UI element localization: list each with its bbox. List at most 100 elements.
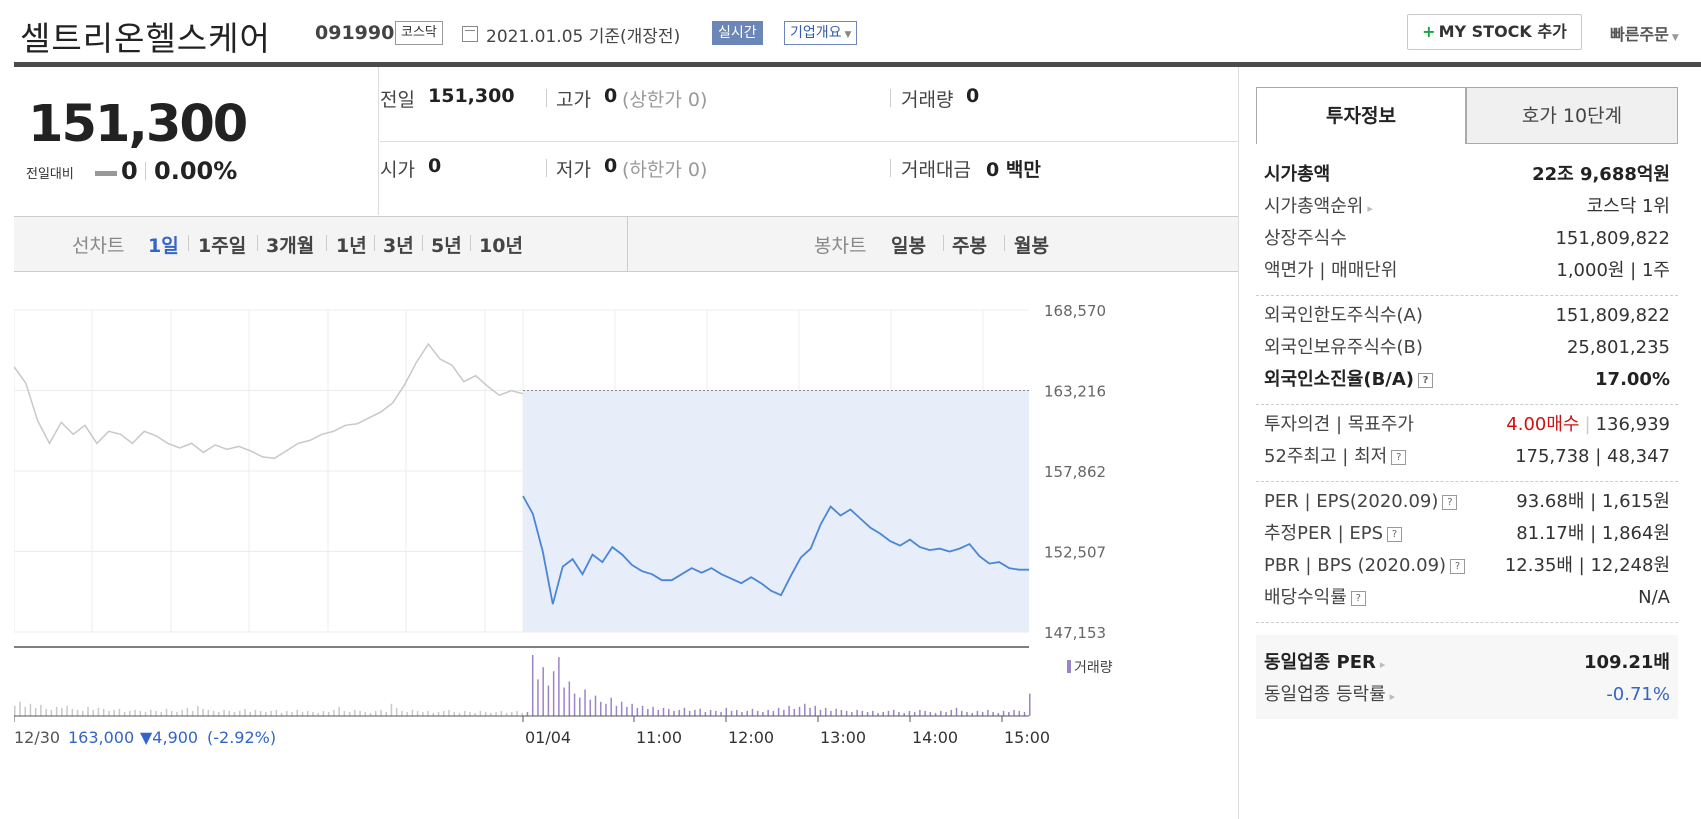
volume-bar <box>71 708 74 716</box>
info-row: 시가총액순위 ▸ 코스닥 1위 <box>1256 191 1678 223</box>
prev-day-change: ▼4,900 <box>140 728 198 747</box>
opinion-value: 4.00매수 <box>1506 414 1580 435</box>
price-chart[interactable]: 168,570 163,216 157,862 152,507 147,153 거래량 01… <box>14 300 1238 819</box>
info-value: 81.17배 | 1,864원 <box>1516 518 1670 550</box>
volume-bar <box>469 711 471 716</box>
volume-bar <box>913 711 916 716</box>
volume-bar <box>375 710 377 716</box>
range-3y[interactable]: 3년 <box>383 235 414 257</box>
range-10y[interactable]: 10년 <box>479 235 523 257</box>
candle-monthly[interactable]: 월봉 <box>1014 235 1049 257</box>
volume-bar <box>1002 710 1005 716</box>
info-label: 액면가 | 매매단위 <box>1264 260 1398 281</box>
volume-bar <box>427 710 429 716</box>
volume-bar <box>1029 693 1031 716</box>
volume-bar <box>29 703 32 716</box>
volume-bar <box>448 709 450 716</box>
volume-bar <box>176 711 178 716</box>
tab-hoga-10[interactable]: 호가 10단계 <box>1466 87 1678 144</box>
volume-bar <box>495 711 497 716</box>
help-icon[interactable]: ? <box>1442 494 1458 510</box>
info-row: 외국인소진율(B/A)? 17.00% <box>1256 364 1678 396</box>
realtime-button[interactable]: 실시간 <box>712 21 763 45</box>
y-tick-label: 147,153 <box>1044 624 1106 642</box>
quick-order-button[interactable]: 빠른주문 ▼ <box>1610 21 1679 45</box>
volume-bar <box>66 705 68 716</box>
volume-bar <box>772 710 775 716</box>
volume-legend-swatch <box>1067 660 1071 673</box>
info-row: 동일업종 등락률 ▸ -0.71% <box>1256 679 1678 711</box>
divider <box>627 217 628 271</box>
volume-bar <box>636 707 639 716</box>
value-text: 25,801,235 <box>1566 337 1670 358</box>
prev-day-date: 12/30 <box>14 728 60 747</box>
volume-bar <box>155 710 157 716</box>
info-value: 1,000원 | 1주 <box>1556 255 1670 287</box>
volume-bar <box>793 708 796 716</box>
help-icon[interactable]: ? <box>1387 526 1403 542</box>
diff-rate: 0.00% <box>154 157 238 185</box>
info-section: PER | EPS(2020.09)? 93.68배 | 1,615원 추정PER … <box>1256 482 1678 623</box>
volume-bar <box>736 709 738 716</box>
range-1d[interactable]: 1일 <box>148 235 179 257</box>
volume-legend-label: 거래량 <box>1074 660 1113 676</box>
volume-bar <box>500 710 503 716</box>
amount-value: 0 백만 <box>986 159 1041 181</box>
volume-bar <box>997 712 1000 716</box>
company-overview-button[interactable]: 기업개요 ▼ <box>784 21 858 45</box>
candle-weekly[interactable]: 주봉 <box>952 235 987 257</box>
volume-bar <box>662 707 665 716</box>
volume-bar <box>851 711 853 716</box>
volume-bar <box>202 708 204 716</box>
volume-bar <box>259 710 262 716</box>
volume-bar <box>312 711 314 716</box>
volume-bar <box>620 701 623 716</box>
divider <box>422 235 423 251</box>
volume-bar <box>55 706 58 716</box>
high-value: 0 <box>604 85 618 107</box>
volume-bar <box>380 709 382 716</box>
my-stock-add-button[interactable]: + MY STOCK 추가 <box>1407 14 1582 50</box>
volume-bar <box>212 710 215 716</box>
range-5y[interactable]: 5년 <box>431 235 462 257</box>
volume-bar <box>254 709 257 716</box>
volume-bar <box>987 709 989 716</box>
range-1w[interactable]: 1주일 <box>198 235 247 257</box>
volume-bar <box>197 705 199 716</box>
volume-bar <box>767 709 769 716</box>
info-value: 17.00% <box>1595 364 1670 396</box>
help-icon[interactable]: ? <box>1450 558 1466 574</box>
volume-bar <box>966 711 968 716</box>
low-label: 저가 <box>556 159 591 181</box>
x-tick-label: 12:00 <box>728 728 774 747</box>
volume-bar <box>443 710 445 716</box>
help-icon[interactable]: ? <box>1350 590 1366 606</box>
range-3m[interactable]: 3개월 <box>266 235 315 257</box>
value-text: 109.21배 <box>1583 652 1670 673</box>
candle-daily[interactable]: 일봉 <box>891 235 926 257</box>
y-tick-label: 168,570 <box>1044 302 1106 320</box>
volume-bar <box>777 707 780 716</box>
volume-bar <box>348 711 351 716</box>
x-tick-label: 01/04 <box>525 728 571 747</box>
help-icon[interactable]: ? <box>1418 372 1434 388</box>
value-text: 151,809,822 <box>1555 305 1670 326</box>
range-1y[interactable]: 1년 <box>336 235 367 257</box>
info-value: 93.68배 | 1,615원 <box>1516 486 1670 518</box>
volume-bar <box>552 671 555 716</box>
low-value: 0 <box>604 155 618 177</box>
info-label[interactable]: 동일업종 PER ▸ <box>1264 652 1386 673</box>
info-label[interactable]: 동일업종 등락률 ▸ <box>1264 684 1396 705</box>
info-value: 25,801,235 <box>1567 332 1670 364</box>
help-icon[interactable]: ? <box>1391 449 1407 465</box>
tab-invest-info[interactable]: 투자정보 <box>1256 87 1466 144</box>
volume-bar <box>950 709 953 716</box>
volume-bar <box>150 709 152 716</box>
info-row: 52주최고 | 최저? 175,738 | 48,347 <box>1256 441 1678 473</box>
volume-bar <box>845 710 848 716</box>
volume-bar <box>908 710 911 716</box>
value-text: N/A <box>1638 587 1670 608</box>
volume-bar <box>249 711 251 716</box>
info-label[interactable]: 시가총액순위 ▸ <box>1264 196 1373 217</box>
